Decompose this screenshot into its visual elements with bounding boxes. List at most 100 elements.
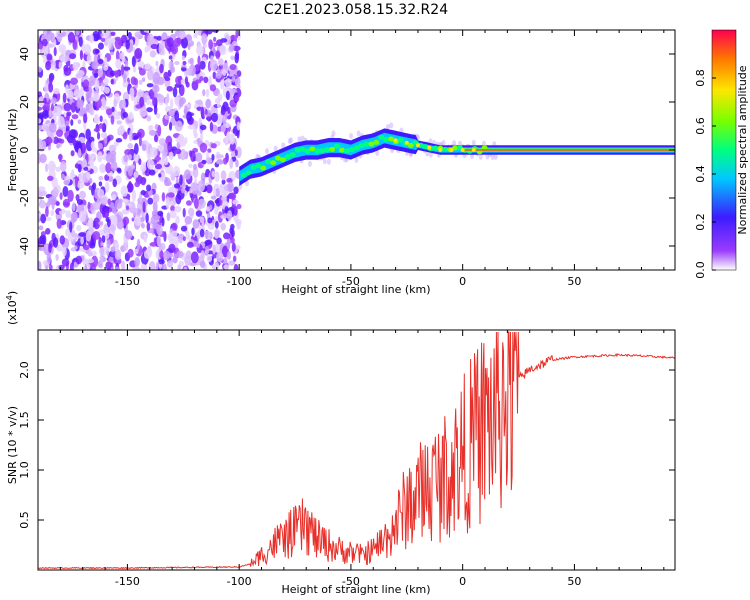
noise-blob <box>136 238 141 251</box>
noise-blob <box>89 177 93 184</box>
noise-blob <box>141 143 147 152</box>
noise-blob <box>46 252 52 264</box>
noise-blob <box>191 227 195 236</box>
noise-blob <box>82 79 90 88</box>
noise-blob <box>131 56 136 68</box>
noise-blob <box>171 230 178 238</box>
noise-blob <box>213 186 217 199</box>
x-tick-label: 50 <box>567 275 581 288</box>
noise-blob <box>92 201 101 210</box>
noise-blob <box>101 96 106 107</box>
noise-blob <box>158 173 162 178</box>
signal-blob <box>275 155 282 161</box>
noise-blob <box>62 198 71 208</box>
signal-blob <box>343 148 350 154</box>
noise-blob <box>39 234 46 247</box>
noise-blob <box>206 255 213 263</box>
noise-blob <box>97 142 103 150</box>
y-tick-label: 1.0 <box>18 461 31 479</box>
y-tick-label: 0 <box>18 147 31 154</box>
noise-blob <box>214 206 219 215</box>
noise-blob <box>216 251 224 263</box>
noise-blob <box>115 50 120 61</box>
noise-blob <box>63 180 70 186</box>
noise-blob <box>120 64 125 76</box>
noise-blob <box>134 181 141 188</box>
signal-blob <box>329 146 336 152</box>
noise-blob <box>134 47 143 60</box>
noise-blob <box>115 138 123 143</box>
x-tick-label: -150 <box>115 275 140 288</box>
signal-blob <box>279 157 286 163</box>
noise-blob <box>215 188 221 198</box>
snr-y-ticks: 0.5 1.0 1.5 2.0 <box>18 361 675 529</box>
noise-blob <box>153 237 157 245</box>
noise-blob <box>99 115 103 122</box>
signal-halo <box>264 148 269 155</box>
noise-blob <box>76 224 82 232</box>
noise-blob <box>195 210 203 217</box>
noise-blob <box>227 210 233 221</box>
noise-blob <box>154 86 158 98</box>
noise-blob <box>173 183 181 189</box>
noise-blob <box>70 150 75 157</box>
noise-blob <box>156 76 165 86</box>
noise-blob <box>209 84 217 92</box>
noise-blob <box>140 189 146 196</box>
noise-blob <box>122 98 126 110</box>
noise-blob <box>120 185 129 197</box>
noise-blob <box>50 209 55 216</box>
noise-blob <box>123 154 128 163</box>
noise-blob <box>192 219 200 229</box>
noise-blob <box>59 138 65 144</box>
noise-blob <box>225 90 230 101</box>
noise-blob <box>90 141 95 150</box>
noise-blob <box>134 256 140 268</box>
noise-blob <box>212 244 216 255</box>
noise-blob <box>183 169 191 180</box>
noise-blob <box>70 102 76 113</box>
noise-blob <box>233 186 239 195</box>
noise-blob <box>38 118 42 124</box>
spectrogram-y-ticks: -40 -20 0 20 40 <box>18 47 675 255</box>
noise-blob <box>174 83 182 88</box>
noise-blob <box>65 210 71 218</box>
noise-blob <box>150 43 159 50</box>
noise-blob <box>62 185 69 198</box>
noise-blob <box>188 163 193 169</box>
signal-halo <box>428 138 433 145</box>
noise-blob <box>138 135 142 147</box>
noise-blob <box>78 36 83 47</box>
snr-plot-area <box>38 330 675 570</box>
noise-blob <box>231 242 236 252</box>
noise-blob <box>100 197 108 206</box>
noise-blob <box>45 30 53 41</box>
signal-halo <box>490 154 495 161</box>
noise-blob <box>158 43 165 56</box>
noise-blob <box>88 185 93 191</box>
noise-blob <box>163 157 169 166</box>
noise-blob <box>166 212 171 222</box>
noise-blob <box>110 246 116 253</box>
noise-blob <box>106 218 111 228</box>
noise-blob <box>223 264 230 270</box>
noise-blob <box>134 215 141 227</box>
signal-blob <box>353 145 360 151</box>
noise-blob <box>200 106 205 118</box>
noise-blob <box>199 132 204 142</box>
noise-blob <box>229 63 237 71</box>
noise-blob <box>188 65 192 77</box>
noise-blob <box>232 199 239 205</box>
noise-blob <box>184 215 193 225</box>
signal-blob <box>270 160 277 166</box>
noise-blob <box>71 169 75 178</box>
noise-blob <box>38 66 42 73</box>
noise-blob <box>92 182 97 191</box>
noise-blob <box>114 266 120 270</box>
noise-blob <box>148 261 156 270</box>
noise-blob <box>38 260 42 270</box>
noise-blob <box>204 249 210 254</box>
noise-blob <box>85 230 92 242</box>
noise-blob <box>60 173 66 180</box>
